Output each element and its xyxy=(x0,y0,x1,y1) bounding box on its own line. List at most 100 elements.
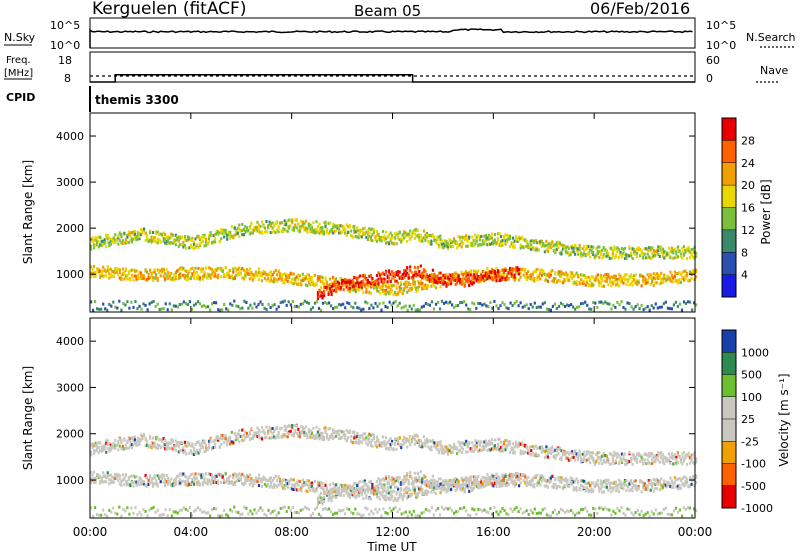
power-cell xyxy=(176,237,179,240)
power-cell xyxy=(531,271,534,275)
velocity-cell xyxy=(332,437,335,441)
power-cell xyxy=(231,303,234,307)
velocity-cell xyxy=(201,473,205,477)
power-cell xyxy=(253,302,256,306)
velocity-cell xyxy=(359,491,362,495)
power-cell xyxy=(527,270,530,274)
power-cell xyxy=(306,228,309,232)
power-cell xyxy=(515,235,518,239)
velocity-cell xyxy=(651,452,654,456)
velocity-cell xyxy=(248,438,251,441)
power-cell xyxy=(454,271,457,275)
power-cell xyxy=(318,277,321,281)
power-cell xyxy=(388,276,391,280)
power-cell xyxy=(198,242,202,246)
power-cell xyxy=(690,251,693,255)
velocity-cell xyxy=(481,448,484,452)
power-cell xyxy=(139,228,143,231)
velocity-cell xyxy=(162,473,165,477)
velocity-cell xyxy=(182,446,185,450)
power-cell xyxy=(510,272,513,276)
velocity-cell xyxy=(108,478,111,481)
velocity-cell xyxy=(487,439,490,443)
power-cell xyxy=(424,233,427,237)
power-cell xyxy=(616,282,619,286)
power-cell xyxy=(307,280,310,284)
velocity-cell xyxy=(515,440,518,444)
power-cell xyxy=(351,235,354,239)
power-cell xyxy=(552,277,555,281)
power-cell xyxy=(611,251,614,255)
power-cell xyxy=(530,239,533,243)
power-cell xyxy=(407,276,410,280)
power-cell xyxy=(243,299,246,303)
velocity-cell xyxy=(188,441,191,445)
power-cell xyxy=(400,287,403,291)
velocity-cell xyxy=(395,437,398,441)
power-cell xyxy=(412,281,415,285)
velocity-cell xyxy=(120,483,123,487)
velocity-cell xyxy=(371,438,374,442)
velocity-cell xyxy=(321,487,324,491)
power-cell xyxy=(611,281,614,285)
velocity-cell xyxy=(97,445,100,449)
power-cell xyxy=(664,277,667,281)
power-cell xyxy=(146,270,149,274)
velocity-cell xyxy=(102,448,105,452)
velocity-cell xyxy=(195,481,199,485)
velocity-cell xyxy=(206,480,209,484)
power-cell xyxy=(267,226,270,230)
velocity-cell xyxy=(159,445,162,449)
power-cell xyxy=(123,231,126,235)
velocity-cell xyxy=(369,497,372,501)
power-cell xyxy=(439,241,442,245)
power-cell xyxy=(468,235,471,239)
power-cell xyxy=(126,234,129,237)
power-cell xyxy=(301,220,304,224)
power-cell xyxy=(589,283,592,287)
velocity-cell xyxy=(114,472,117,476)
power-cell xyxy=(321,281,324,285)
power-cell xyxy=(474,238,477,242)
power-cell xyxy=(256,220,259,224)
power-cell xyxy=(270,222,273,225)
velocity-cell xyxy=(115,473,118,477)
power-cell xyxy=(195,270,199,274)
power-cell xyxy=(156,302,159,306)
colorbar-swatch xyxy=(722,162,736,186)
power-cell xyxy=(575,246,578,250)
power-cell xyxy=(554,277,557,281)
velocity-cell xyxy=(106,471,109,475)
power-cell xyxy=(646,256,649,260)
power-cell xyxy=(499,275,503,279)
power-cell xyxy=(649,248,652,252)
power-cell xyxy=(276,273,279,277)
velocity-cell xyxy=(474,444,477,448)
power-cell xyxy=(250,221,253,225)
power-cell xyxy=(294,225,297,229)
power-cell xyxy=(590,249,593,253)
power-cell xyxy=(509,301,512,305)
power-cell xyxy=(574,243,577,247)
velocity-cell xyxy=(575,454,578,458)
velocity-cell xyxy=(173,484,176,488)
power-cell xyxy=(397,281,400,285)
velocity-cell xyxy=(496,437,500,441)
velocity-cell xyxy=(227,479,230,483)
power-cell xyxy=(91,271,94,275)
power-cell xyxy=(484,277,487,281)
velocity-cell xyxy=(191,480,194,484)
power-cell xyxy=(631,283,634,287)
power-cell xyxy=(581,279,584,283)
velocity-cell xyxy=(443,445,447,449)
power-cell xyxy=(572,274,575,278)
velocity-cell xyxy=(114,438,117,442)
power-cell xyxy=(366,238,369,241)
velocity-cell xyxy=(362,436,365,440)
power-cell xyxy=(357,285,360,289)
velocity-cell xyxy=(617,453,621,457)
power-cell xyxy=(100,241,103,245)
velocity-cell xyxy=(132,474,135,478)
power-cell xyxy=(466,237,469,241)
velocity-cell xyxy=(292,488,295,491)
